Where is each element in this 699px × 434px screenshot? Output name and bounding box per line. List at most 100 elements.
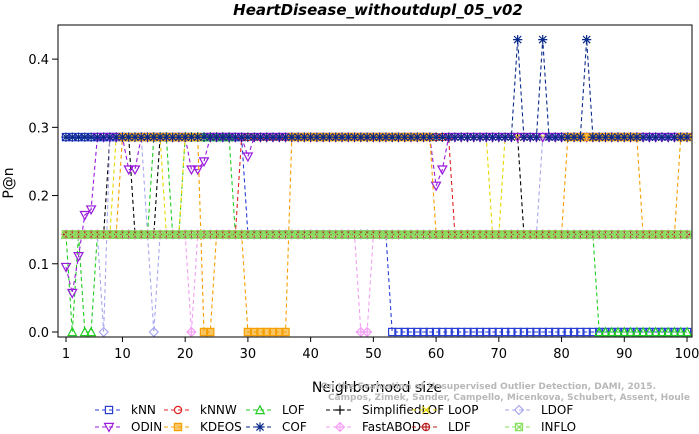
COF-point xyxy=(356,132,366,142)
kNN-point xyxy=(463,327,472,337)
series-SimplifiedLOF xyxy=(61,132,692,240)
COF-point xyxy=(249,132,259,142)
LDOF-point xyxy=(98,326,109,338)
COF-point xyxy=(274,132,284,142)
LOF-point xyxy=(593,326,605,337)
LOF-point xyxy=(600,326,611,337)
x-tick-label: 10 xyxy=(114,347,131,362)
COF-point xyxy=(437,132,447,142)
LOF-point xyxy=(662,326,674,337)
legend-item-kNN: kNN xyxy=(95,403,156,417)
KDEOS-point xyxy=(281,327,290,337)
legend-COF-point xyxy=(255,422,265,432)
COF-point xyxy=(299,132,309,142)
COF-point xyxy=(469,132,479,142)
kNN-point xyxy=(431,327,441,337)
legend-FastABOD-point xyxy=(334,421,346,433)
legend-label: KDEOS xyxy=(200,420,242,434)
COF-point xyxy=(331,132,341,142)
ODIN-point xyxy=(79,210,91,221)
kNN-point xyxy=(413,327,422,337)
legend-label: SimplifiedLOF xyxy=(362,403,444,417)
plot-frame xyxy=(57,24,693,338)
ODIN-point xyxy=(66,288,78,299)
legend-label: ODIN xyxy=(131,420,162,434)
COF-point xyxy=(625,132,636,142)
COF-point xyxy=(531,132,542,142)
COF-point xyxy=(538,34,548,45)
LOF-point xyxy=(637,326,649,337)
COF-point xyxy=(632,132,642,142)
COF-point xyxy=(444,132,454,142)
kNN-point xyxy=(387,327,397,337)
COF-point xyxy=(481,132,491,142)
COF-point xyxy=(80,132,90,142)
legend-label: LoOP xyxy=(448,403,479,417)
legend-label: COF xyxy=(282,420,307,434)
legend-INFLO-point xyxy=(514,422,524,432)
COF-point xyxy=(73,132,84,142)
legend-LOF-point xyxy=(254,404,266,415)
LOF-point xyxy=(606,326,617,337)
COF-point xyxy=(588,132,598,142)
COF-point xyxy=(99,132,109,142)
COF-point xyxy=(569,132,579,142)
x-axis-label: Neighborhood size xyxy=(312,380,442,396)
COF-point xyxy=(293,132,303,142)
COF-point xyxy=(682,132,692,142)
COF-point xyxy=(600,132,611,142)
kNN-point xyxy=(425,327,435,337)
legend-item-COF: COF xyxy=(246,420,307,434)
kNN-point xyxy=(532,327,541,337)
x-tick-label: 30 xyxy=(240,347,257,362)
COF-point xyxy=(513,34,523,45)
series-COF xyxy=(61,34,692,142)
COF-point xyxy=(337,132,347,142)
kNN-point xyxy=(494,327,504,337)
kNN-point xyxy=(569,327,579,337)
COF-point xyxy=(676,132,686,142)
y-axis-label: P@n xyxy=(1,167,17,198)
ODIN-point xyxy=(192,165,204,176)
COF-point xyxy=(306,132,316,142)
series-ODIN xyxy=(60,132,693,299)
LOF-point xyxy=(644,326,655,337)
COF-point xyxy=(368,132,378,142)
y-tick-label: 0.3 xyxy=(28,121,49,136)
ODIN-point xyxy=(436,165,448,176)
SimplifiedLOF-line xyxy=(66,136,687,236)
legend-label: LOF xyxy=(282,403,305,417)
legend-kNNW-point xyxy=(173,405,183,415)
legend-kNN-point xyxy=(104,405,114,415)
ODIN-point xyxy=(198,157,210,168)
COF-point xyxy=(243,132,253,142)
COF-point xyxy=(393,132,404,142)
LOF-point xyxy=(79,326,91,337)
LOF-point xyxy=(681,326,693,337)
COF-point xyxy=(663,132,673,142)
kNN-point xyxy=(538,327,547,337)
x-tick-label: 20 xyxy=(177,347,194,362)
LOF-point xyxy=(85,326,97,337)
kNN-point xyxy=(438,327,447,337)
COF-point xyxy=(582,34,592,45)
COF-point xyxy=(362,132,372,142)
ODIN-point xyxy=(186,165,197,176)
COF-point xyxy=(387,132,397,142)
COF-point xyxy=(92,132,102,142)
COF-point xyxy=(237,132,247,142)
ODIN-point xyxy=(123,165,135,176)
x-tick-label: 50 xyxy=(365,347,382,362)
chart-title: HeartDisease_withoutdupl_05_v02 xyxy=(233,1,523,19)
COF-point xyxy=(155,132,165,142)
ODIN-point xyxy=(60,262,72,273)
COF-point xyxy=(519,132,529,142)
COF-point xyxy=(318,132,328,142)
COF-point xyxy=(205,132,215,142)
legend-LDF-point xyxy=(421,422,431,432)
COF-point xyxy=(218,132,228,142)
legend-item-FastABOD: FastABOD xyxy=(326,420,421,434)
kNN-point xyxy=(551,327,560,337)
legend-label: kNN xyxy=(131,403,156,417)
